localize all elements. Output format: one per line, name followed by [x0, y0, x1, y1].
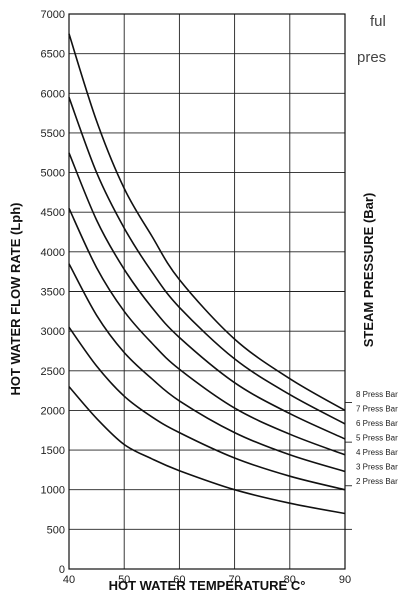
right-reference-lines [345, 402, 352, 530]
x-axis-title: HOT WATER TEMPERATURE C° [109, 578, 306, 593]
y-tick-label: 0 [59, 564, 65, 576]
x-tick-label: 70 [228, 574, 240, 586]
series-line-3 [68, 152, 346, 440]
series-label-4: 5 Press Bar [356, 434, 398, 443]
y-tick-label: 1000 [41, 485, 65, 497]
x-tick-labels: 40 50 60 70 80 90 [63, 574, 351, 586]
series-line-6 [68, 326, 346, 491]
series-label-1: 8 Press Bar [356, 390, 398, 399]
y-tick-label: 5500 [41, 128, 65, 140]
series-line-5 [68, 263, 346, 473]
y-tick-label: 6000 [41, 88, 65, 100]
series-label-7: 2 Press Bar [356, 477, 398, 486]
y-tick-label: 5000 [41, 168, 65, 180]
y-tick-label: 1500 [41, 445, 65, 457]
y-tick-label: 4000 [41, 247, 65, 259]
series-line-1 [68, 33, 346, 412]
x-tick-label: 90 [339, 574, 351, 586]
series-label-5: 4 Press Bar [356, 448, 398, 457]
y-tick-label: 3500 [41, 287, 65, 299]
series-label-3: 6 Press Bar [356, 419, 398, 428]
y-tick-label: 4500 [41, 207, 65, 219]
x-tick-label: 80 [284, 574, 296, 586]
y-tick-label: 7000 [41, 9, 65, 21]
series-line-7 [68, 386, 346, 515]
series-label-6: 3 Press Bar [356, 463, 398, 472]
series-line-4 [68, 207, 346, 456]
partial-text-line-1: ful [370, 13, 386, 30]
series-label-2: 7 Press Bar [356, 405, 398, 414]
y-tick-label: 3000 [41, 326, 65, 338]
y-tick-labels: 0 500 1000 1500 2000 2500 3000 3500 4000 4500 5000… [41, 9, 65, 576]
y-tick-label: 500 [47, 524, 65, 536]
y-axis-title: HOT WATER FLOW RATE (Lph) [8, 202, 23, 395]
steam-pressure-title: STEAM PRESSURE (Bar) [361, 193, 376, 348]
x-tick-label: 60 [173, 574, 185, 586]
series-labels: 8 Press Bar 7 Press Bar 6 Press Bar 5 Press… [356, 390, 398, 486]
series-line-2 [68, 97, 346, 425]
x-tick-label: 50 [118, 574, 130, 586]
x-tick-label: 40 [63, 574, 75, 586]
partial-text-line-2: pres [357, 49, 386, 66]
y-tick-label: 2000 [41, 405, 65, 417]
y-tick-label: 6500 [41, 49, 65, 61]
plot-border [68, 13, 346, 570]
y-tick-label: 2500 [41, 366, 65, 378]
series-lines [68, 33, 346, 515]
